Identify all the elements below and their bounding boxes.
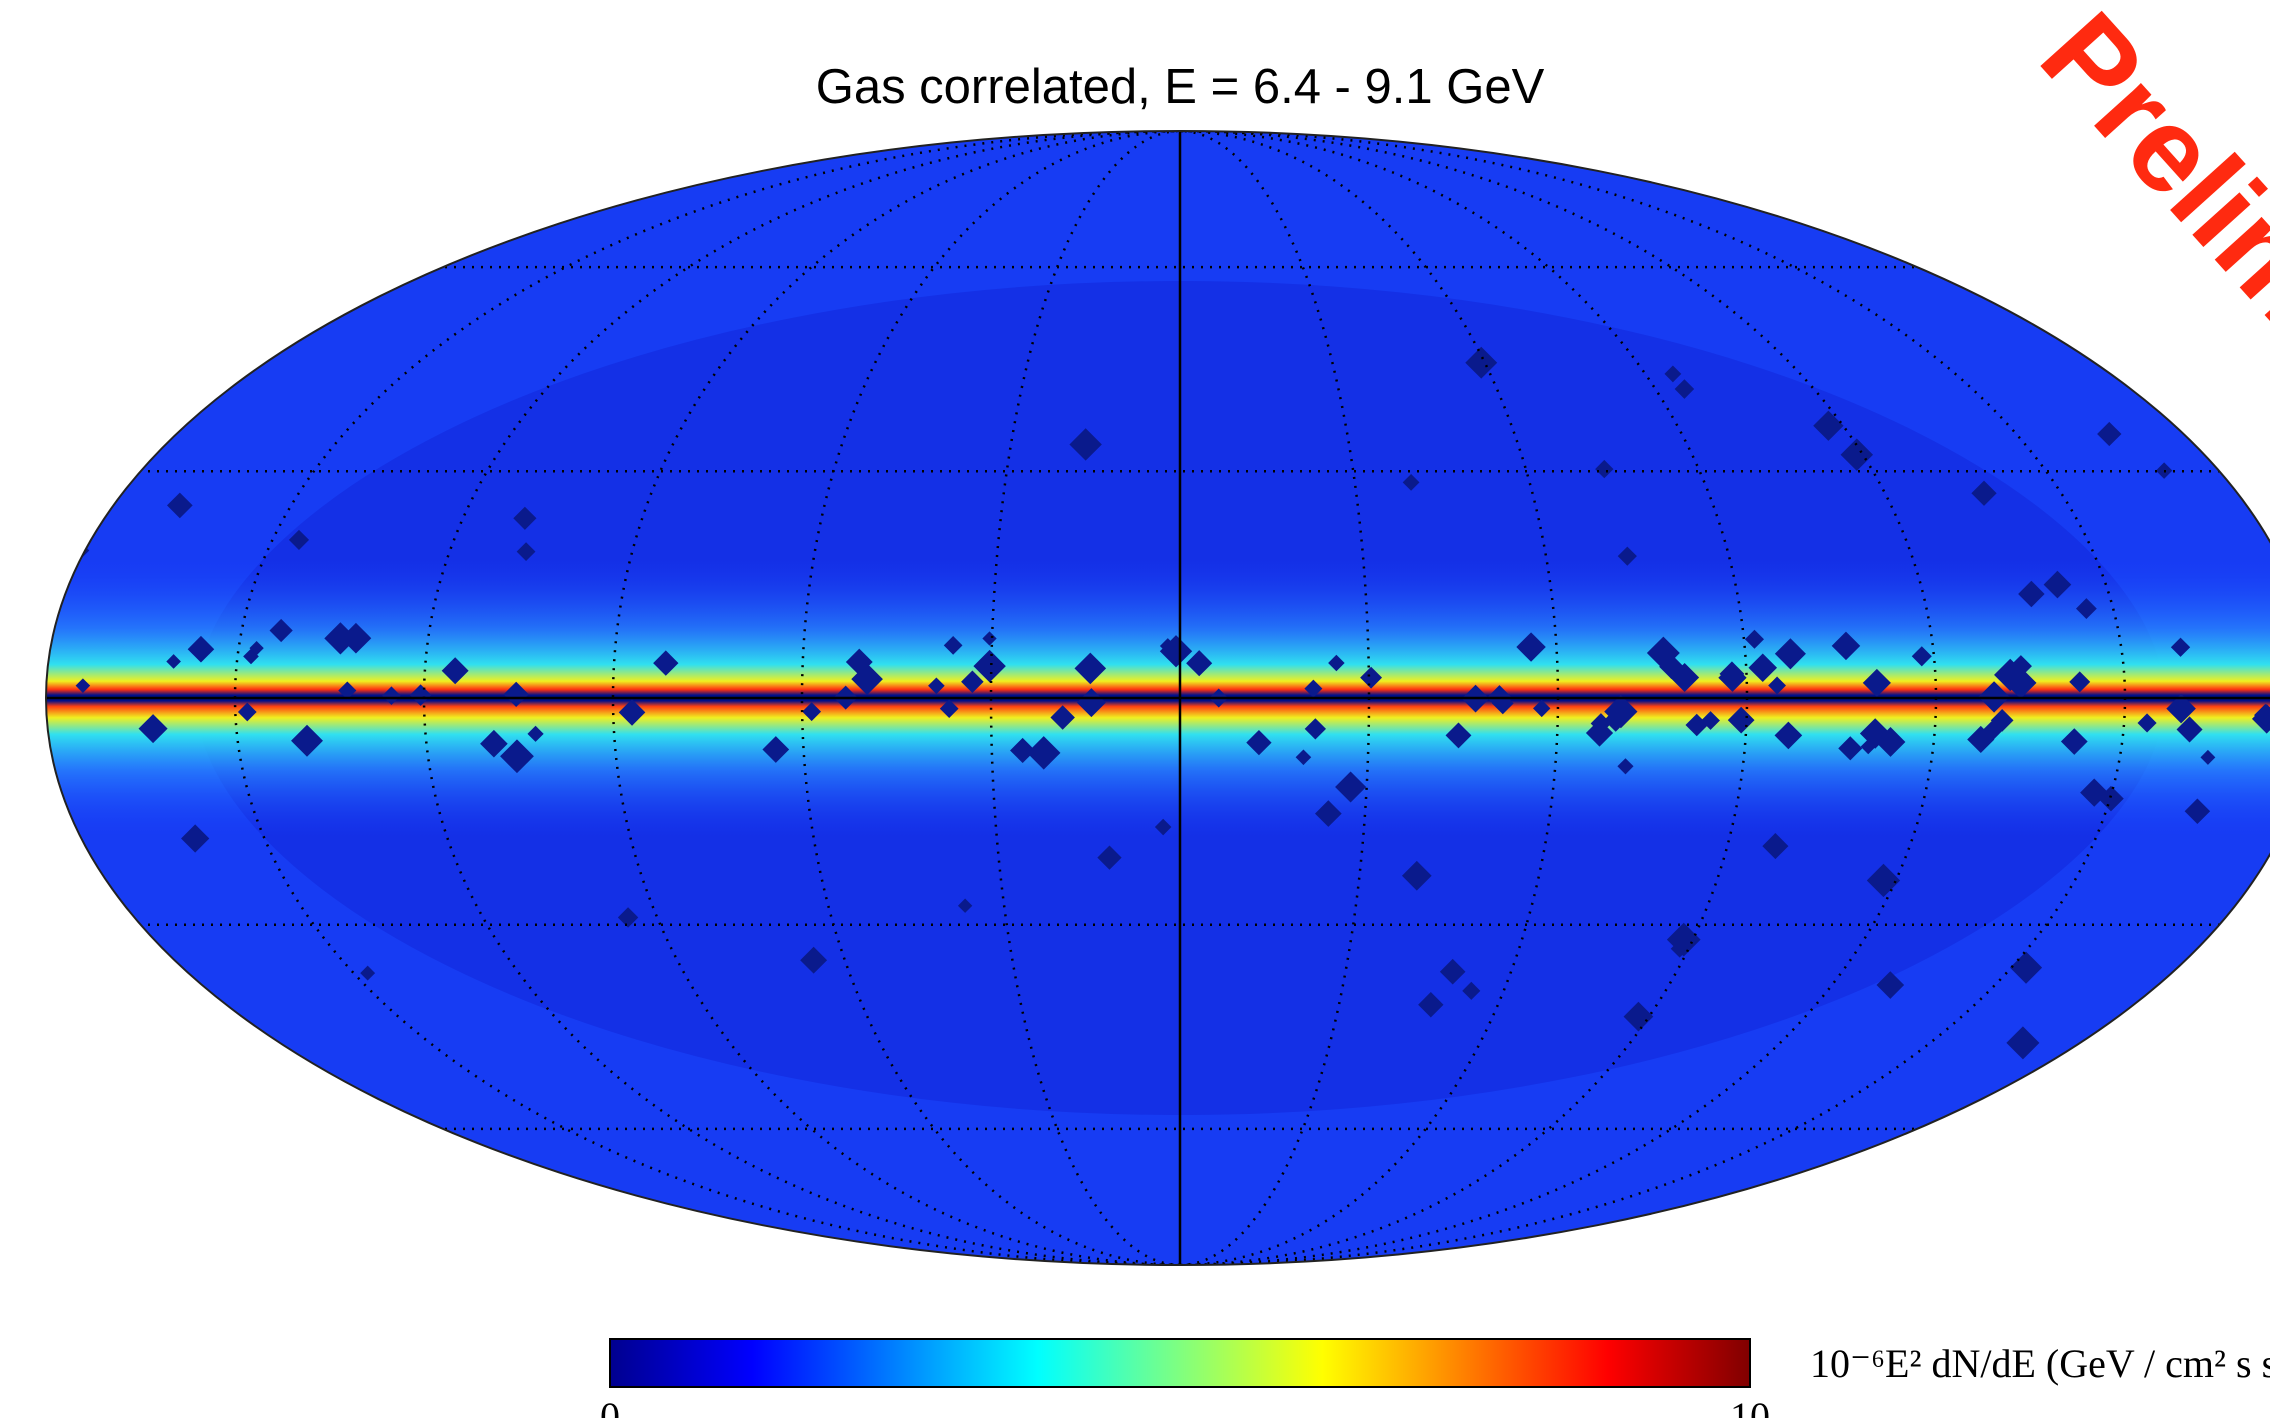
colorbar-tick-label: 10 (1730, 1394, 1770, 1418)
colorbar-label: 10⁻⁶E² dN/dE (GeV / cm² s sr) (1810, 1341, 2270, 1386)
masked-pixel (2140, 1008, 2160, 1028)
page: Gas correlated, E = 6.4 - 9.1 GeV 10⁻⁶E²… (0, 0, 2270, 1418)
chart: Gas correlated, E = 6.4 - 9.1 GeV 10⁻⁶E²… (0, 0, 2270, 1418)
sky-map (40, 120, 2270, 1280)
colorbar-tick-label: 0 (600, 1394, 620, 1418)
chart-title: Gas correlated, E = 6.4 - 9.1 GeV (816, 60, 1545, 114)
colorbar (610, 1339, 1750, 1387)
